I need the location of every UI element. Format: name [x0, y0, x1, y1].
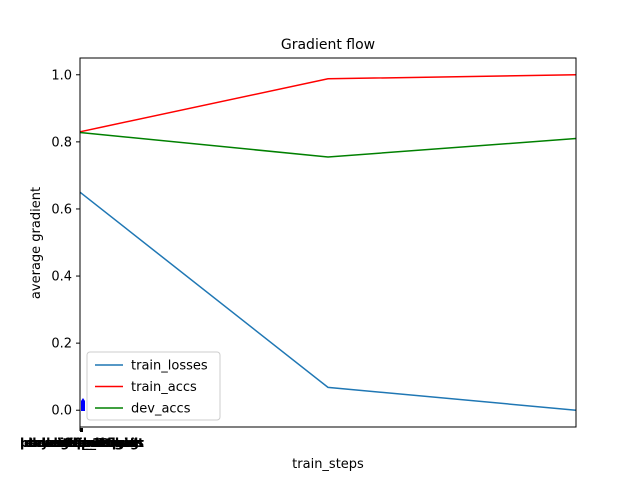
x-tick-label: step_10 — [55, 435, 110, 451]
plot-frame — [79, 57, 577, 428]
legend-label-dev_accs: dev_accs — [131, 402, 191, 417]
y-axis: 0.0 0.2 0.4 0.6 0.8 1.0 — [51, 68, 80, 419]
y-tick-label: 0.2 — [51, 337, 72, 352]
legend-box — [86, 351, 221, 421]
series-line-train_accs — [79, 74, 577, 133]
y-tick-label: 1.0 — [51, 68, 72, 83]
series-line-dev_accs — [79, 131, 577, 158]
x-axis-label: train_steps — [292, 457, 364, 472]
marker-bar — [81, 398, 85, 411]
y-tick-label: 0.6 — [51, 202, 72, 217]
x-tick-marker — [80, 428, 83, 432]
x-tick-label: step_1 — [59, 435, 105, 451]
x-tick-label: pooler.dense.bias — [20, 435, 144, 450]
x-tick-label: layer.11.output — [28, 435, 136, 450]
y-tick-label: 0.4 — [51, 270, 72, 285]
chart-title: Gradient flow — [281, 37, 375, 53]
legend-label-train_accs: train_accs — [131, 380, 197, 395]
plot-marks — [79, 74, 577, 411]
x-tick-label: classifier.weight — [25, 435, 139, 450]
y-axis-label: average gradient — [29, 187, 44, 299]
x-tick-label: classifier.bias — [34, 435, 129, 450]
y-tick-label: 0.8 — [51, 135, 72, 150]
legend-label-train_losses: train_losses — [131, 359, 208, 374]
y-tick-label: 0.0 — [51, 404, 72, 419]
x-axis: bert.embeddings.word_embeddings.weightcl… — [20, 427, 144, 451]
x-tick-label: bert.embeddings.word_embeddings.weight — [20, 435, 144, 451]
series-line-train_losses — [79, 191, 577, 411]
legend: train_losses train_accs dev_accs — [86, 351, 221, 421]
